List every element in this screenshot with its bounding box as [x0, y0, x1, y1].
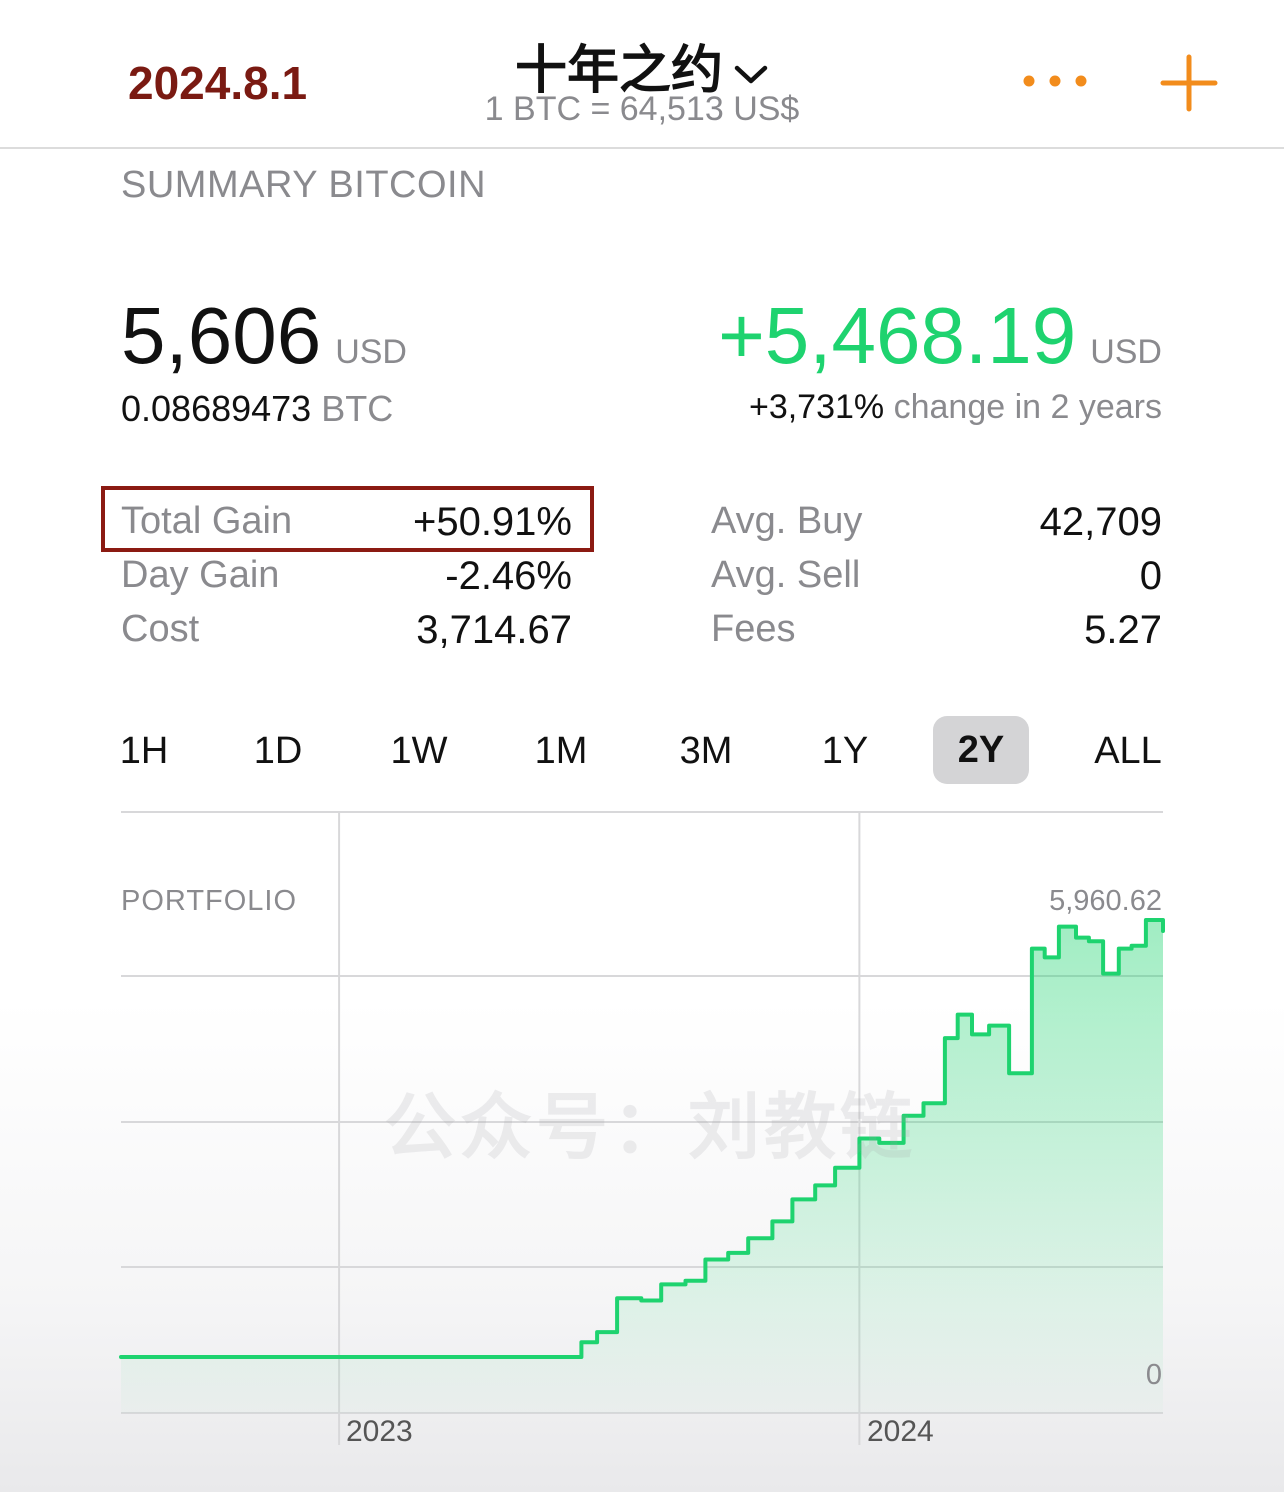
portfolio-value: 5,606 USD: [121, 290, 407, 382]
total-gain-value: +5,468.19 USD: [718, 290, 1162, 382]
portfolio-chart[interactable]: PORTFOLIO 5,960.62 0 2023 2024: [0, 800, 1284, 1492]
x-tick-label-2024: 2024: [867, 1415, 934, 1448]
range-1h[interactable]: 1H: [119, 730, 169, 772]
stat-value-cost: 3,714.67: [416, 608, 572, 652]
range-2y[interactable]: 2Y: [933, 716, 1029, 784]
range-1w[interactable]: 1W: [390, 730, 448, 772]
more-dots-icon[interactable]: [1020, 66, 1090, 96]
portfolio-line: [119, 918, 1165, 1359]
portfolio-title-text[interactable]: 十年之约: [514, 42, 723, 100]
total-gain-number: +5,468.19: [718, 291, 1077, 380]
chart-min-label: 0: [1146, 1359, 1162, 1391]
date-label: 2024.8.1: [128, 57, 308, 109]
section-title: SUMMARY BITCOIN: [121, 164, 487, 206]
plus-icon[interactable]: [1160, 54, 1218, 112]
top-bar: [0, 0, 1284, 149]
chevron-down-icon[interactable]: [733, 62, 769, 86]
watermark-text: 公众号：刘教链: [384, 1088, 917, 1168]
btc-rate: 1 BTC = 64,513 US$: [484, 90, 800, 128]
portfolio-value-unit: USD: [335, 333, 407, 371]
range-3m[interactable]: 3M: [679, 730, 733, 772]
total-gain-highlight: [101, 486, 594, 552]
stat-label-day-gain: Day Gain: [121, 554, 280, 596]
x-tick-label-2023: 2023: [346, 1415, 413, 1448]
range-1m[interactable]: 1M: [534, 730, 588, 772]
stat-label-fees: Fees: [711, 608, 796, 650]
range-1y[interactable]: 1Y: [821, 730, 869, 772]
stat-value-fees: 5.27: [1084, 608, 1162, 652]
chart-max-label: 5,960.62: [1049, 885, 1162, 917]
stat-value-avg-sell: 0: [1139, 554, 1162, 598]
btc-amount-unit: BTC: [321, 388, 394, 429]
stat-value-total-gain: +50.91%: [412, 500, 572, 544]
stat-label-avg-buy: Avg. Buy: [711, 500, 863, 542]
chart-portfolio-label: PORTFOLIO: [121, 885, 297, 917]
stat-value-avg-buy: 42,709: [1039, 500, 1162, 544]
btc-amount: 0.08689473 BTC: [121, 388, 393, 430]
stat-label-avg-sell: Avg. Sell: [711, 554, 861, 596]
change-percent: +3,731%: [748, 388, 885, 426]
change-text: change in 2 years: [893, 388, 1162, 426]
portfolio-value-number: 5,606: [121, 291, 322, 380]
stat-label-total-gain: Total Gain: [121, 500, 293, 542]
change-summary: +3,731% change in 2 years: [749, 388, 1162, 427]
stat-label-cost: Cost: [121, 608, 200, 650]
portfolio-area: [121, 920, 1163, 1413]
range-all[interactable]: ALL: [1094, 730, 1162, 772]
stat-value-day-gain: -2.46%: [445, 554, 572, 598]
btc-amount-number: 0.08689473: [121, 388, 312, 429]
total-gain-unit: USD: [1090, 333, 1162, 371]
portfolio-title[interactable]: 十年之约: [0, 28, 1284, 103]
range-1d[interactable]: 1D: [253, 730, 303, 772]
